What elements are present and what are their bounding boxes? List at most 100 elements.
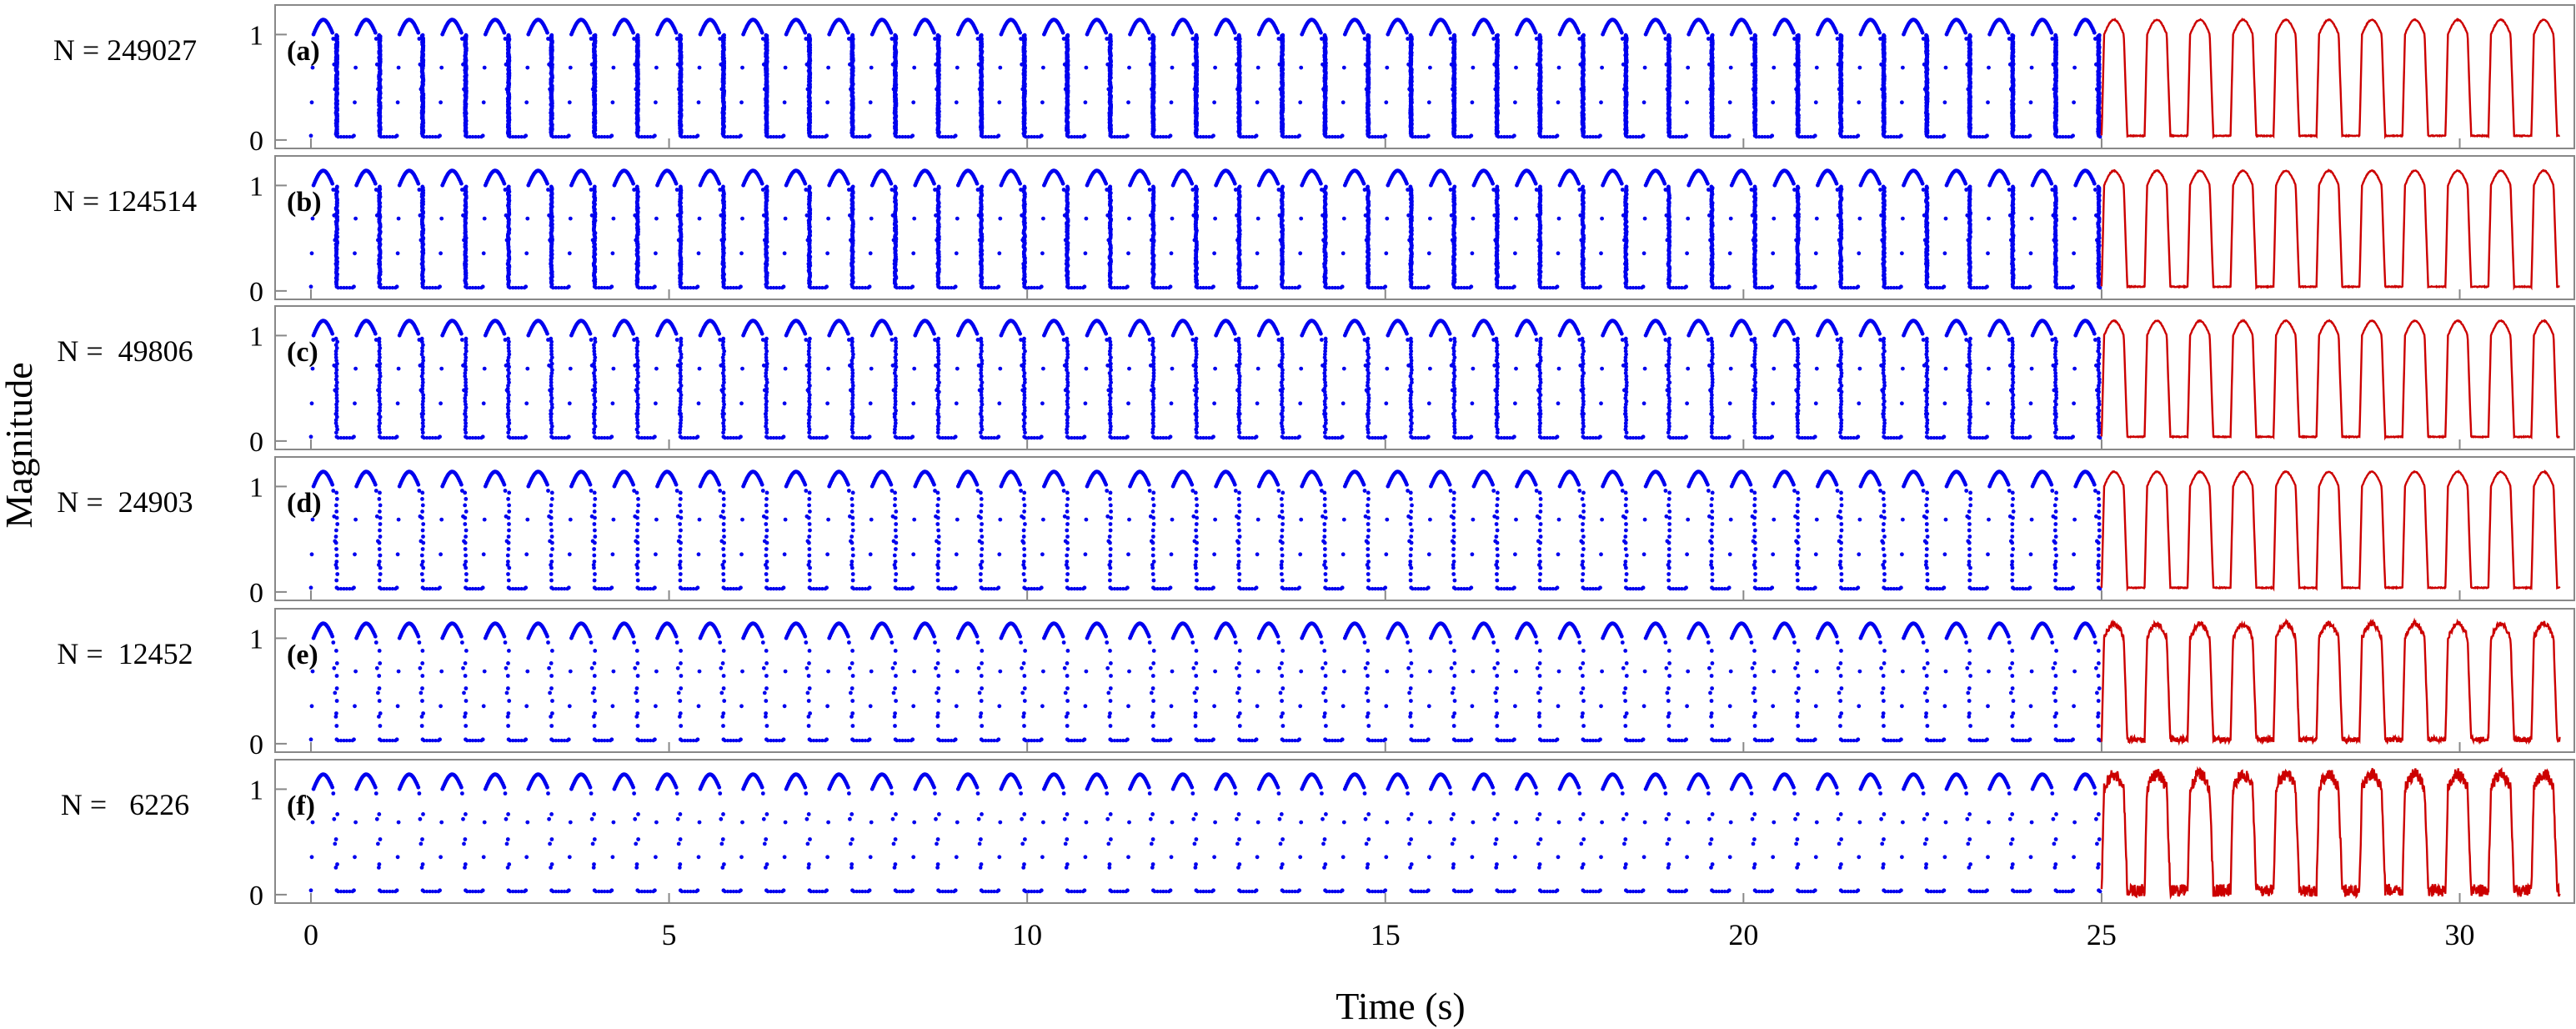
sample-point — [1405, 30, 1409, 35]
sample-point — [566, 133, 571, 138]
y-tick-label: 0 — [249, 126, 263, 157]
sample-point — [764, 33, 769, 38]
sample-point — [1385, 65, 1390, 70]
sample-point — [524, 100, 529, 105]
sample-point — [1319, 30, 1323, 35]
sample-point — [1255, 65, 1260, 70]
sample-point — [1236, 33, 1241, 38]
sample-point — [850, 33, 855, 38]
sample-point — [593, 33, 598, 38]
sample-point — [1022, 33, 1027, 38]
sample-point — [889, 30, 894, 35]
sample-point — [912, 65, 917, 70]
sample-point — [568, 65, 573, 70]
sample-point — [1299, 65, 1304, 70]
sample-point — [803, 30, 808, 35]
sample-point — [524, 133, 529, 138]
panel-row-label: N = 249027 — [53, 33, 197, 67]
sample-point — [309, 100, 314, 105]
sample-point — [759, 30, 764, 35]
sample-point — [979, 33, 984, 38]
sample-point — [869, 65, 874, 70]
sample-point — [1040, 100, 1045, 105]
sample-point — [933, 37, 937, 41]
sample-point — [330, 30, 335, 35]
sample-point — [954, 100, 959, 105]
sample-point — [420, 33, 425, 38]
sample-point — [1322, 33, 1327, 38]
sample-point — [611, 65, 616, 70]
sample-point — [1169, 100, 1174, 105]
sample-point — [1366, 33, 1371, 38]
sample-point — [1041, 65, 1045, 70]
sample-point — [1384, 100, 1389, 105]
sample-point — [1255, 100, 1260, 105]
sample-point — [782, 100, 787, 105]
sample-point — [1361, 30, 1366, 35]
sample-point — [1383, 133, 1388, 138]
sample-point — [1340, 133, 1345, 138]
sample-point — [373, 30, 378, 35]
sample-point — [653, 133, 657, 138]
sample-point — [1125, 133, 1130, 138]
sample-point — [1083, 100, 1088, 105]
sample-point — [635, 33, 640, 38]
sample-point — [1108, 33, 1113, 38]
sample-point — [1168, 133, 1173, 138]
sample-point — [781, 133, 786, 138]
sample-point — [1211, 133, 1215, 138]
sample-point — [1126, 100, 1130, 105]
sample-point — [482, 65, 487, 70]
sample-point — [975, 30, 980, 35]
sample-point — [631, 30, 635, 35]
sample-point — [1060, 30, 1065, 35]
panel-a: 01N = 249027 (a) — [53, 4, 2575, 157]
sample-point — [1232, 30, 1237, 35]
sample-point — [549, 33, 554, 38]
sample-point — [935, 33, 940, 38]
sample-point — [567, 100, 572, 105]
sample-point — [911, 100, 916, 105]
sample-point — [1280, 33, 1285, 38]
sample-point — [893, 33, 898, 38]
sample-point — [1213, 65, 1217, 70]
sample-point — [910, 133, 915, 138]
sample-point — [953, 133, 958, 138]
sample-point — [997, 100, 1002, 105]
sample-point — [439, 65, 444, 70]
sample-point — [439, 100, 443, 105]
sample-point — [1298, 100, 1303, 105]
sample-point — [1170, 65, 1175, 70]
sample-point — [396, 65, 401, 70]
sample-point — [480, 133, 485, 138]
sample-point — [394, 133, 399, 138]
sample-point — [697, 65, 702, 70]
sample-point — [806, 33, 811, 38]
sample-point — [1275, 30, 1280, 35]
sample-point — [846, 30, 850, 35]
sample-point — [609, 133, 614, 138]
sample-point — [696, 100, 701, 105]
sample-point — [998, 65, 1003, 70]
sample-point — [1018, 30, 1022, 35]
sample-point — [695, 133, 700, 138]
sample-point — [1194, 33, 1199, 38]
sample-point — [783, 65, 788, 70]
sample-point — [740, 65, 744, 70]
sample-point — [678, 33, 682, 38]
sample-point — [1254, 133, 1259, 138]
y-tick-label: 1 — [249, 20, 263, 51]
sample-point — [867, 133, 872, 138]
sample-point — [932, 30, 936, 35]
sample-point — [331, 37, 336, 41]
sample-point — [826, 65, 830, 70]
sample-point — [438, 133, 442, 138]
sample-point — [353, 65, 358, 70]
sample-point — [506, 33, 511, 38]
sample-point — [310, 65, 315, 70]
sample-point — [739, 100, 744, 105]
sampled-series — [308, 18, 2102, 139]
panels-group: 01N = 249027 (a)01N = 124514 (b)01N = 4980… — [53, 4, 2575, 911]
sample-point — [868, 100, 873, 105]
